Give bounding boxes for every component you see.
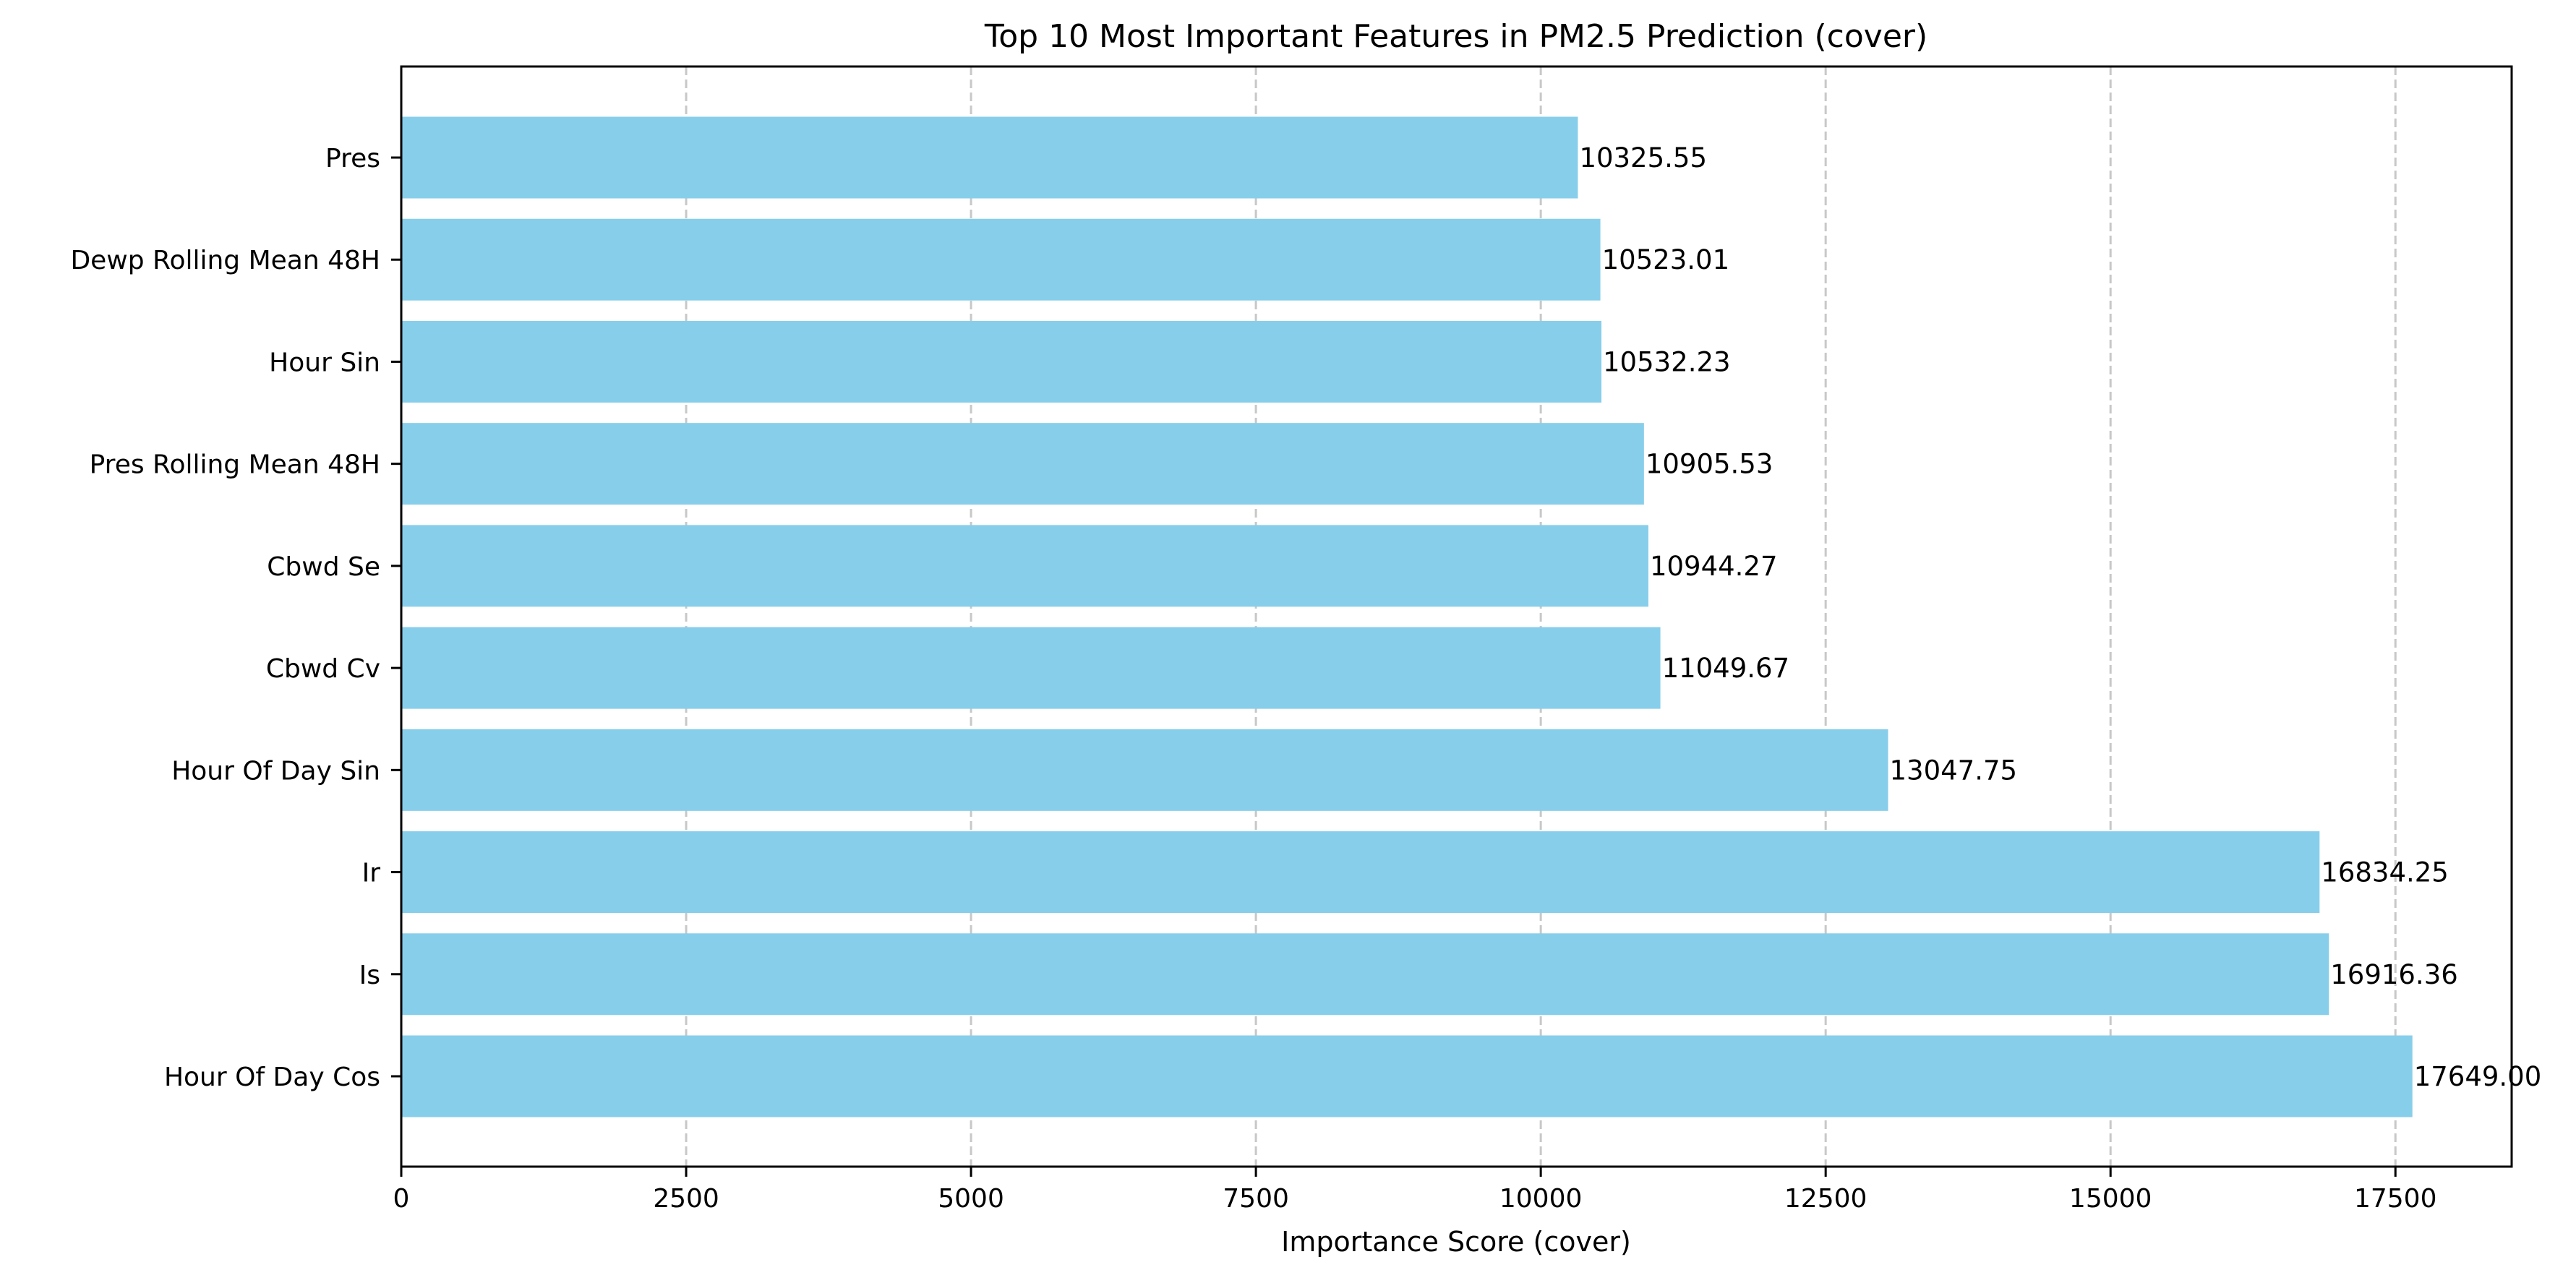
y-tick-label: Pres Rolling Mean 48H [90, 450, 380, 480]
bar-value-label: 10325.55 [1579, 142, 1707, 173]
bar [401, 423, 1644, 505]
bar [401, 1035, 2413, 1117]
x-tick-label: 12500 [1784, 1184, 1867, 1214]
bar-value-label: 16916.36 [2330, 959, 2458, 990]
bar-value-label: 13047.75 [1890, 755, 2018, 786]
x-tick-label: 7500 [1223, 1184, 1289, 1214]
bar-value-label: 10905.53 [1646, 449, 1773, 480]
y-tick-label: Hour Of Day Cos [164, 1063, 380, 1092]
y-tick-label: Dewp Rolling Mean 48H [70, 246, 380, 275]
y-tick-label: Cbwd Se [267, 552, 380, 582]
y-tick-label: Cbwd Cv [266, 654, 380, 684]
bar [401, 831, 2320, 914]
y-tick-label: Is [359, 961, 380, 990]
x-tick-label: 5000 [938, 1184, 1004, 1214]
bar-value-label: 16834.25 [2321, 857, 2449, 888]
plot-frame [400, 65, 2513, 1168]
y-axis-ticks: Pres Dewp Rolling Mean 48H Hour Sin Pres Ro… [70, 144, 401, 1092]
bar-value-label: 10944.27 [1650, 551, 1778, 582]
bar [401, 116, 1578, 199]
x-tick-label: 2500 [653, 1184, 719, 1214]
y-tick-label: Pres [325, 144, 380, 173]
x-axis-label: Importance Score (cover) [1281, 1226, 1631, 1258]
bar [401, 933, 2329, 1016]
x-axis-ticks: 0 2500 5000 7500 10000 12500 15000 17500 [393, 1167, 2437, 1214]
y-tick-label: Hour Sin [269, 348, 380, 377]
bar-value-label: 11049.67 [1662, 653, 1790, 684]
bar [401, 218, 1601, 301]
bar-value-label: 10523.01 [1602, 244, 1730, 275]
x-tick-label: 17500 [2354, 1184, 2437, 1214]
y-tick-label: Hour Of Day Sin [171, 756, 380, 786]
bar-value-label: 17649.00 [2414, 1061, 2542, 1092]
x-tick-label: 0 [393, 1184, 410, 1214]
x-tick-label: 10000 [1499, 1184, 1583, 1214]
chart-title: Top 10 Most Important Features in PM2.5 … [984, 18, 1927, 55]
bar [401, 627, 1661, 709]
bar [401, 525, 1648, 607]
bar [401, 729, 1888, 811]
x-tick-label: 15000 [2069, 1184, 2152, 1214]
y-tick-label: Ir [362, 859, 381, 888]
bar-value-label: 10532.23 [1603, 346, 1731, 377]
bar-value-labels: 10325.55 10523.01 10532.23 10905.53 10944.27… [1579, 142, 2541, 1092]
bar [401, 320, 1602, 403]
bars [401, 116, 2413, 1117]
